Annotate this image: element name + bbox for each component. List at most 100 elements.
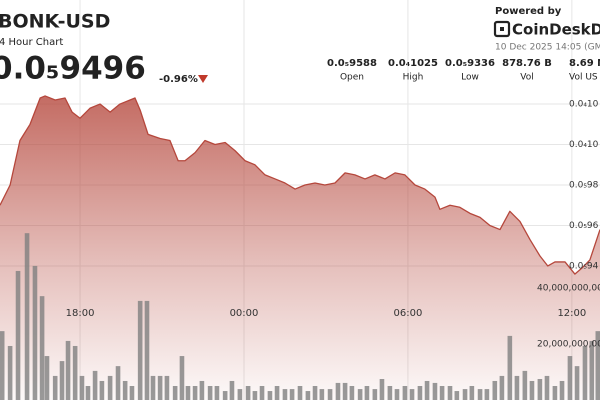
y2-tick-label: 20,000,000,000 (537, 340, 600, 350)
volume-bar (417, 386, 423, 400)
volume-bar (115, 366, 121, 400)
timestamp: 10 Dec 2025 14:05 (GM (495, 43, 600, 53)
volume-bar (15, 270, 21, 400)
volume-bar (387, 386, 393, 400)
volume-bar (0, 331, 5, 400)
volume-bar (199, 380, 205, 400)
volume-bar (150, 375, 156, 400)
volume-bar (7, 345, 13, 400)
volume-bar (312, 386, 318, 400)
stat-label: High (403, 73, 424, 83)
volume-bar (447, 386, 453, 400)
volume-bar (507, 335, 513, 400)
volume-bar (574, 366, 580, 400)
volume-bar (514, 375, 520, 400)
volume-bar (129, 386, 135, 400)
stat-label: Low (461, 73, 479, 83)
volume-bar (207, 386, 213, 400)
volume-bar (537, 379, 543, 400)
header: BONK-USD 4 Hour Chart 0.0₅9496 -0.96% Po… (0, 6, 600, 87)
volume-bar (499, 375, 505, 400)
volume-bar (552, 386, 558, 400)
volume-bar (372, 389, 378, 400)
volume-bar (379, 379, 385, 400)
volume-bar (319, 389, 325, 400)
stat-value: 0.0₅9588 (327, 58, 377, 69)
brand: CoinDeskDat (512, 21, 600, 39)
volume-bar (92, 370, 98, 400)
volume-bar (589, 340, 595, 400)
volume-bar (237, 389, 243, 400)
volume-bar (409, 389, 415, 400)
volume-bar (229, 380, 235, 400)
volume-bar (582, 345, 588, 400)
stat-label: Vol (520, 73, 533, 83)
volume-bar (402, 386, 408, 400)
volume-bar (492, 380, 498, 400)
x-tick-label: 12:00 (557, 308, 586, 319)
volume-bar (439, 386, 445, 400)
volume-bar (567, 356, 573, 400)
brand-icon-dot (500, 27, 504, 31)
volume-bar (192, 386, 198, 400)
volume-bar (282, 389, 288, 400)
x-tick-label: 06:00 (394, 308, 423, 319)
volume-bar (462, 389, 468, 400)
axis-label-layer: 0.0₄10 0.0₄10 0.0₅98 0.0₅96 0.0₅94 40,000,000… (66, 100, 600, 350)
volume-bar (52, 375, 58, 400)
volume-bar (297, 386, 303, 400)
line-layer (0, 95, 600, 275)
volume-bar (259, 386, 265, 400)
volume-bar (327, 389, 333, 400)
volume-bar (214, 386, 220, 400)
volume-bar (454, 391, 460, 400)
volume-bar (544, 375, 550, 400)
y-tick-label: 0.0₄10 (569, 100, 599, 110)
volume-bar (529, 380, 535, 400)
price-change: -0.96% (159, 74, 198, 85)
y-tick-label: 0.0₄10 (569, 140, 599, 150)
volume-bar (65, 340, 71, 400)
volume-bar (335, 382, 341, 400)
volume-bar (32, 265, 38, 400)
volume-bar (469, 386, 475, 400)
y-tick-label: 0.0₅96 (569, 221, 599, 231)
volume-bar (252, 391, 258, 400)
volume-bar (164, 375, 170, 400)
y-tick-label: 0.0₅98 (569, 181, 599, 191)
volume-bar (59, 361, 65, 400)
volume-bar (137, 300, 143, 400)
y2-tick-label: 40,000,000,000 (537, 284, 600, 294)
volume-layer (0, 233, 600, 400)
volume-bar (267, 391, 273, 400)
volume-bar (357, 389, 363, 400)
y-tick-label: 0.0₅94 (569, 261, 599, 271)
down-arrow (198, 75, 208, 83)
volume-bar (39, 296, 45, 400)
brand-icon (493, 20, 511, 38)
current-price: 0.0₅9496 (0, 51, 146, 87)
volume-bar (222, 391, 228, 400)
price-line (0, 95, 600, 275)
volume-bar (432, 382, 438, 400)
stat-value: 0.0₅9336 (445, 58, 495, 69)
stat-value: 0.0₄1025 (388, 58, 438, 69)
stat-value: 878.76 B (502, 58, 552, 69)
volume-bar (349, 386, 355, 400)
volume-bar (179, 356, 185, 400)
volume-bar (85, 386, 91, 400)
volume-bar (522, 370, 528, 400)
volume-bar (245, 386, 251, 400)
volume-bar (394, 389, 400, 400)
stat-label: Vol US (569, 73, 598, 83)
volume-bar (157, 375, 163, 400)
volume-bar (99, 380, 105, 400)
volume-bar (305, 391, 311, 400)
volume-bar (364, 386, 370, 400)
volume-bar (289, 389, 295, 400)
area-layer (0, 95, 600, 400)
volume-bar (274, 386, 280, 400)
volume-bar (144, 300, 150, 400)
